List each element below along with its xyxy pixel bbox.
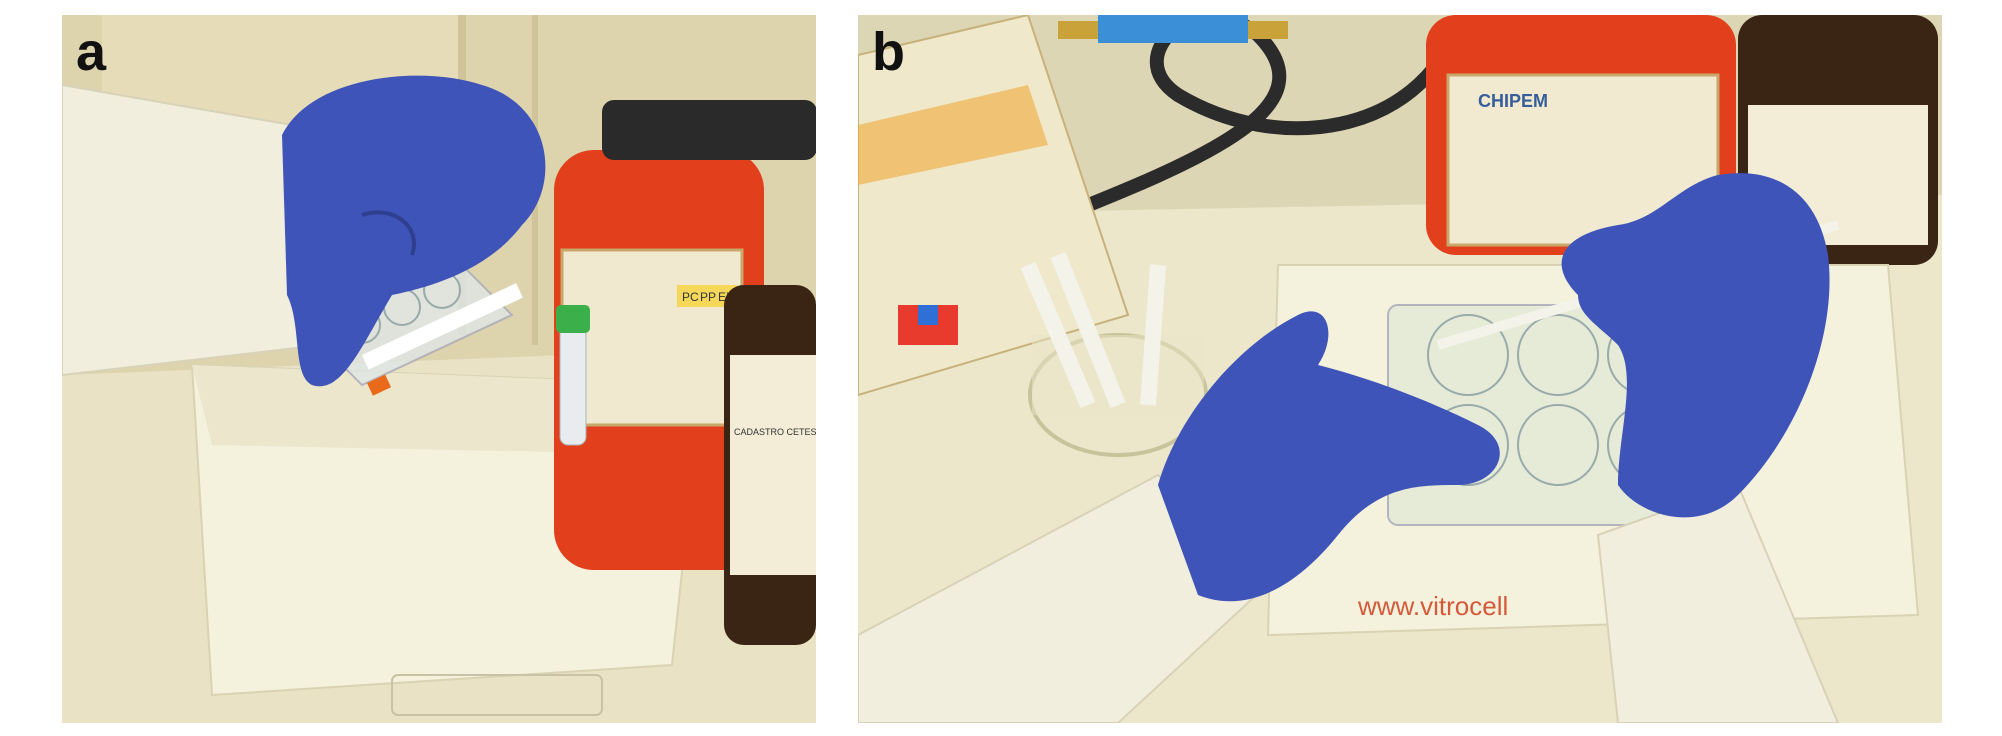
jar-label-tag-pp: PP <box>700 290 716 304</box>
photo-panel-a: PC PP EX CADASTRO CETESB a <box>62 15 816 723</box>
panel-label-b: b <box>872 22 905 82</box>
photo-panel-b: CHIPEM www.vitrocell b <box>858 15 1942 723</box>
panel-label-a: a <box>76 22 107 82</box>
photo-b-illustration: CHIPEM www.vitrocell <box>858 15 1942 723</box>
photo-a-illustration: PC PP EX CADASTRO CETESB <box>62 15 816 723</box>
jar-brand-text: CHIPEM <box>1478 91 1548 111</box>
box-print-text: www.vitrocell <box>1357 591 1508 621</box>
bottle-label-text: CADASTRO CETESB <box>734 427 816 437</box>
jar-label-tags: PC <box>682 290 699 304</box>
